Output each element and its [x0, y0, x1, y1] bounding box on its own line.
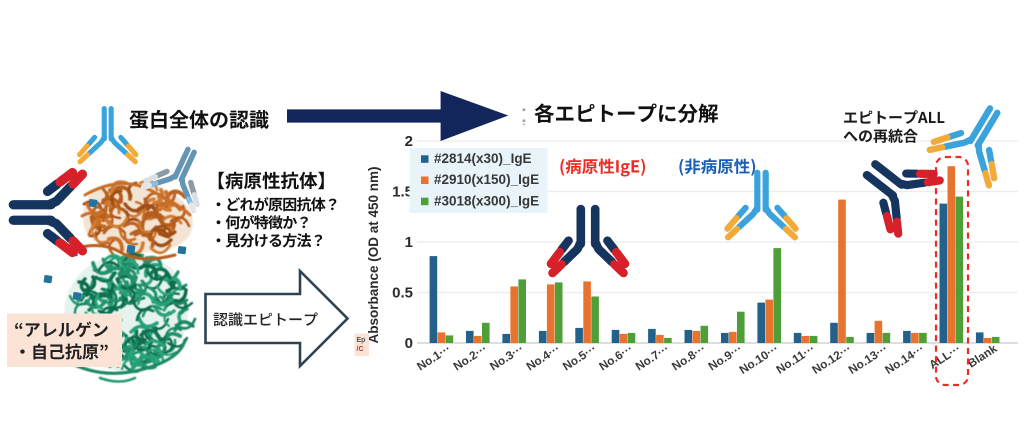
svg-text:Absorbance (OD at 450 nm): Absorbance (OD at 450 nm) [366, 166, 381, 343]
svg-text:0.5: 0.5 [392, 285, 413, 302]
svg-text:0: 0 [405, 335, 413, 352]
svg-text:Ep: Ep [357, 337, 366, 344]
svg-text:2: 2 [405, 133, 413, 150]
svg-text:#2814(x30)_IgE: #2814(x30)_IgE [434, 151, 532, 166]
svg-text:1: 1 [405, 234, 413, 251]
svg-text:1.5: 1.5 [392, 184, 413, 201]
svg-text:#2910(x150)_IgE: #2910(x150)_IgE [434, 172, 539, 187]
svg-text:/C: /C [357, 346, 364, 353]
svg-text:#3018(x300)_IgE: #3018(x300)_IgE [434, 193, 539, 208]
